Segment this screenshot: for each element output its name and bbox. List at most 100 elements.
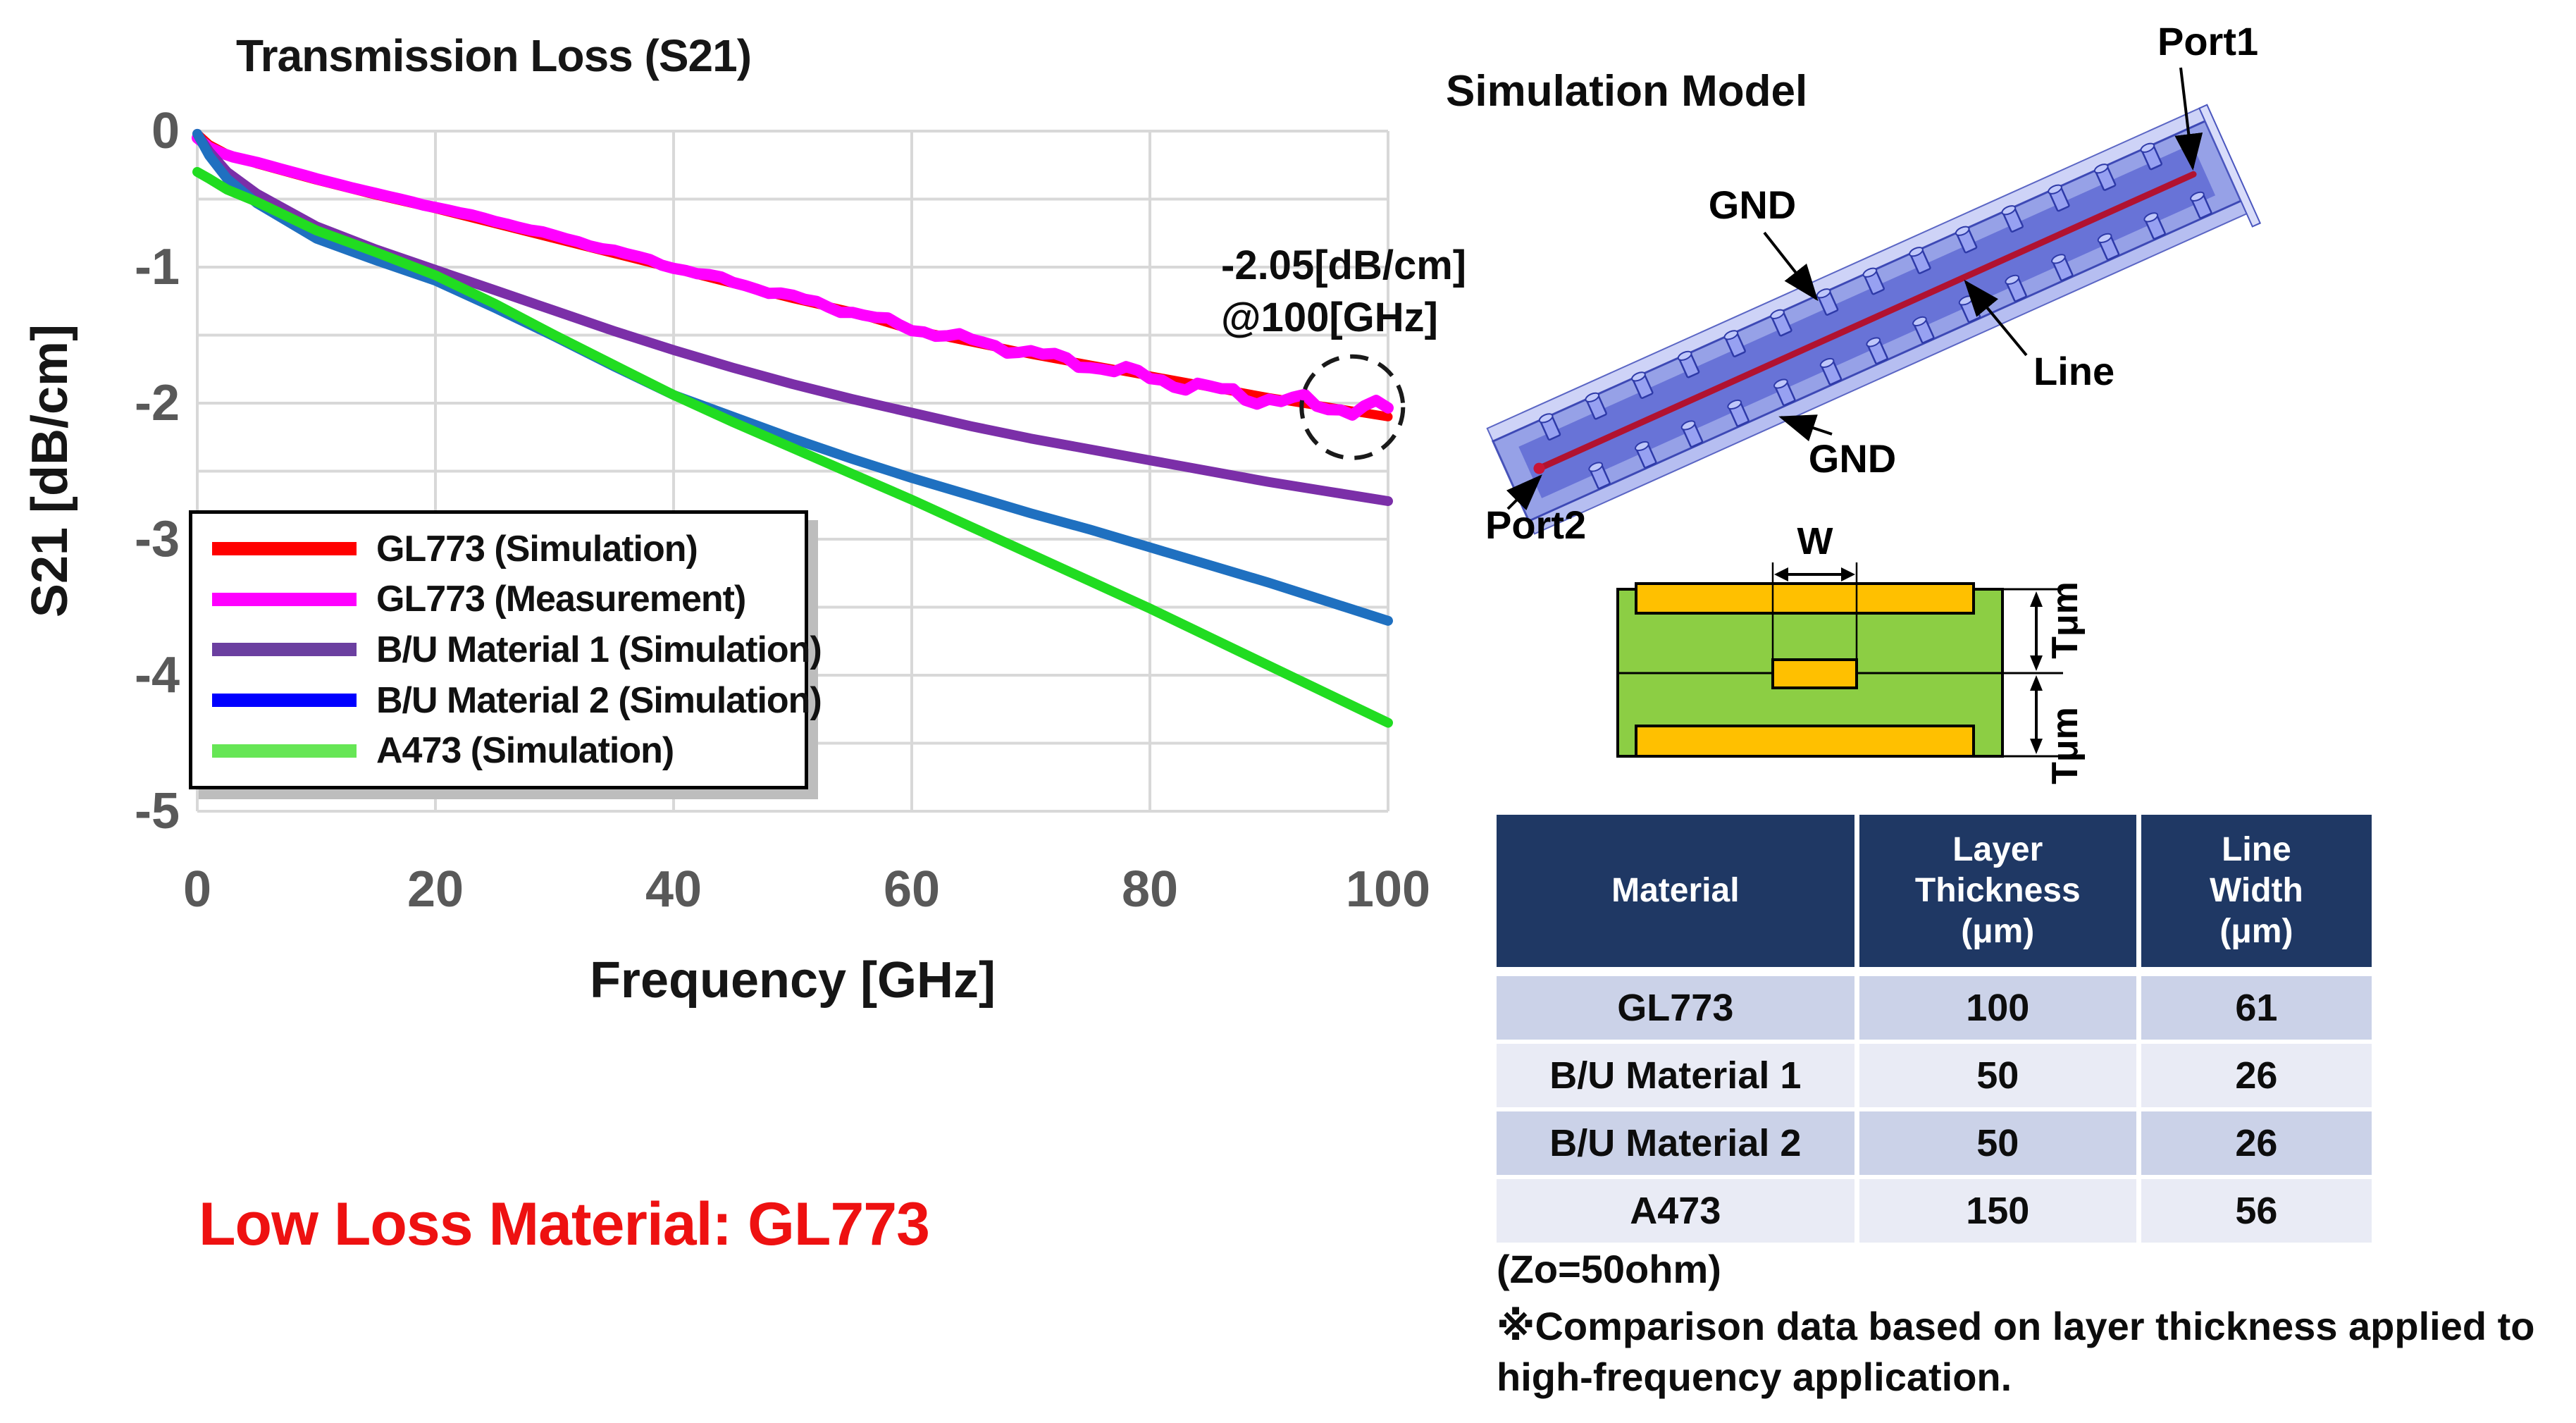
x-tick-label: 80 [1121, 861, 1179, 918]
port1-label: Port1 [2157, 19, 2258, 63]
gnd-bottom-arrow [1778, 414, 1833, 442]
via-top [2097, 233, 2112, 244]
y-tick-label: -2 [134, 375, 180, 431]
legend-item: B/U Material 1 (Simulation) [212, 629, 822, 671]
annotation-circle [1299, 354, 1406, 460]
series-b-u-material-2-simulation- [192, 128, 1393, 626]
legend-swatch [212, 643, 357, 657]
via-top [1588, 462, 1604, 472]
via-top [2143, 212, 2159, 223]
signal-strip [1771, 658, 1858, 689]
y-tick-label: 0 [151, 103, 180, 159]
material-table: Material Layer Thickness (μm) Line Width (μm) G… [1497, 815, 2372, 1247]
via-top [1955, 226, 1970, 236]
via-top [2093, 164, 2109, 174]
via-top [2051, 254, 2066, 264]
via-top [2048, 184, 2062, 195]
table-row: B/U Material 2 50 26 [1497, 1111, 2372, 1179]
x-axis-ticks: 0 20 40 60 80 100 [183, 858, 1430, 925]
t-arrow-2 [2030, 655, 2043, 671]
legend-item: A473 (Simulation) [212, 729, 798, 772]
via-top [1677, 350, 1692, 361]
via-top [1585, 392, 1600, 403]
via-top [1631, 371, 1646, 382]
via-top [1770, 309, 1785, 319]
legend-item: GL773 (Simulation) [212, 528, 798, 570]
gnd-top-label: GND [1709, 183, 1796, 227]
t-arrow-4 [2030, 739, 2043, 754]
legend-label: A473 (Simulation) [376, 730, 674, 772]
t-bottom-label: Tμm [2045, 707, 2086, 784]
legend-label: B/U Material 1 (Simulation) [376, 629, 822, 670]
loss-annotation-line1: -2.05[dB/cm] [1221, 242, 1467, 288]
w-arrow-left [1774, 567, 1788, 581]
series-a473-simulation- [192, 166, 1393, 728]
y-tick-label: -5 [134, 783, 180, 839]
x-axis-title: Frequency [GHz] [589, 952, 996, 1009]
via-top [1680, 420, 1696, 431]
line-label: Line [2033, 349, 2114, 393]
series-gl773-simulation- [192, 129, 1393, 421]
low-loss-highlight: Low Loss Material: GL773 [199, 1190, 930, 1258]
legend-swatch [212, 542, 357, 556]
simulation-model-3d: Port1 GND Line GND Port2 [1485, 19, 2262, 547]
y-tick-label: -1 [134, 239, 180, 295]
table-cell: GL773 [1497, 976, 1859, 1044]
w-arrow-right [1841, 567, 1855, 581]
table-cell: 100 [1859, 976, 2141, 1044]
via-top [1773, 378, 1788, 389]
port2-arrow [1506, 474, 1542, 511]
table-header-cell: Layer Thickness (μm) [1859, 815, 2141, 976]
table-cell: B/U Material 1 [1497, 1044, 1859, 1111]
series-gl773-measurement- [192, 132, 1394, 421]
via-top [2005, 274, 2020, 285]
t-dim-ticks [2002, 588, 2063, 758]
w-label: W [1797, 520, 1833, 562]
table-cell: 61 [2141, 976, 2372, 1044]
impedance-note: (Zo=50ohm) [1497, 1247, 1721, 1291]
port2-dot [1533, 462, 1545, 474]
x-tick-label: 60 [883, 861, 941, 918]
x-tick-label: 0 [182, 861, 212, 918]
t-top-label: Tμm [2045, 581, 2086, 659]
x-tick-label: 20 [407, 861, 464, 918]
table-row: B/U Material 1 50 26 [1497, 1044, 2372, 1111]
legend-item: B/U Material 2 (Simulation) [212, 679, 822, 722]
gnd-top-arrow [1763, 231, 1819, 302]
model-signal-line [1535, 171, 2197, 472]
table-cell: B/U Material 2 [1497, 1111, 1859, 1179]
legend-label: GL773 (Simulation) [376, 528, 698, 569]
table-cell: 150 [1859, 1179, 2141, 1247]
chart-title: Transmission Loss (S21) [236, 30, 752, 81]
table-cell: A473 [1497, 1179, 1859, 1247]
via-top [2140, 142, 2155, 153]
loss-annotation-line2: @100[GHz] [1221, 295, 1438, 340]
via-top [1909, 247, 1924, 257]
legend-label: GL773 (Measurement) [376, 579, 746, 620]
table-header-cell: Material [1497, 815, 1859, 976]
chart-legend: GL773 (Simulation) GL773 (Measurement) B/U… [189, 510, 822, 789]
simulation-model-title: Simulation Model [1446, 67, 1808, 116]
via-top [1538, 413, 1554, 424]
loss-annotation: -2.05[dB/cm] @100[GHz] [1221, 240, 1466, 344]
line-arrow [1964, 279, 2028, 357]
cross-section-diagram: W Tμm Tμm [1616, 520, 2086, 784]
via-top [1635, 441, 1649, 452]
legend-label: B/U Material 2 (Simulation) [376, 679, 822, 721]
gnd-plane-bottom [1635, 725, 1975, 758]
y-axis-ticks: 0 -1 -2 -3 -4 -5 [28, 103, 180, 839]
legend-swatch [212, 592, 357, 606]
via-top [1862, 267, 1878, 278]
table-cell: 50 [1859, 1111, 2141, 1179]
via-top [2001, 205, 2017, 216]
y-tick-label: -4 [134, 647, 180, 703]
table-cell: 26 [2141, 1111, 2372, 1179]
via-top [1819, 357, 1835, 369]
via-top [2190, 191, 2205, 202]
legend-swatch [212, 744, 357, 758]
via-top [1723, 330, 1739, 340]
gnd-bottom-label: GND [1809, 436, 1896, 481]
w-guides [1771, 562, 1858, 660]
port1-arrow [2174, 67, 2203, 171]
